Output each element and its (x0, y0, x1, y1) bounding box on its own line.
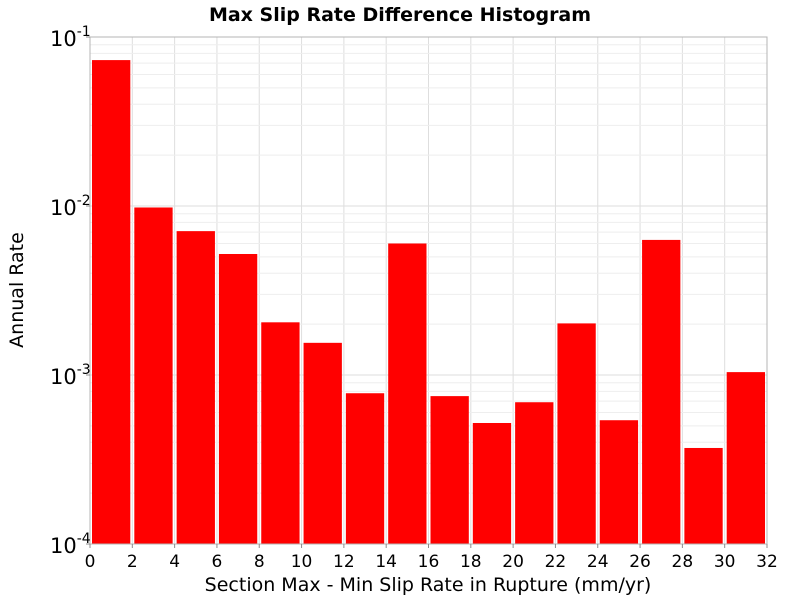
y-tick-label: 10-4 (50, 531, 91, 558)
histogram-bar-7 (388, 243, 427, 544)
x-tick-label: 12 (333, 552, 355, 572)
histogram-bar-6 (345, 393, 385, 544)
tick-layer: 0 2 4 6 8 10 12 14 16 18 20 22 24 26 28 30 3210-410-310-… (50, 24, 778, 572)
x-tick-label: 32 (756, 552, 778, 572)
x-tick-label: 2 (127, 552, 138, 572)
histogram-bar-3 (218, 253, 258, 545)
histogram-bar-5 (303, 342, 342, 544)
y-tick-label: 10-2 (50, 193, 91, 220)
x-tick-label: 26 (629, 552, 651, 572)
x-tick-label: 14 (375, 552, 397, 572)
histogram-bar-10 (515, 402, 554, 544)
histogram-bar-11 (557, 323, 596, 544)
x-tick-label: 18 (460, 552, 482, 572)
histogram-bar-1 (134, 207, 173, 544)
histogram-bar-9 (472, 422, 512, 544)
histogram-bar-15 (726, 372, 765, 544)
bar-layer (92, 60, 765, 545)
x-tick-label: 6 (212, 552, 223, 572)
x-axis-label: Section Max - Min Slip Rate in Rupture (… (205, 574, 652, 596)
chart-title: Max Slip Rate Difference Histogram (209, 4, 591, 26)
histogram-bar-2 (176, 231, 215, 545)
x-tick-label: 8 (254, 552, 265, 572)
y-tick-label: 10-1 (50, 24, 91, 51)
x-tick-label: 28 (672, 552, 694, 572)
histogram-bar-0 (92, 60, 131, 544)
histogram-bar-14 (684, 447, 723, 544)
x-tick-label: 22 (545, 552, 567, 572)
x-tick-label: 24 (587, 552, 609, 572)
x-tick-label: 0 (85, 552, 96, 572)
histogram-bar-8 (430, 396, 469, 544)
y-axis-label: Annual Rate (6, 232, 28, 348)
x-tick-label: 20 (502, 552, 524, 572)
histogram-bar-4 (261, 322, 300, 544)
x-tick-label: 16 (418, 552, 440, 572)
x-tick-label: 30 (714, 552, 736, 572)
x-tick-label: 4 (169, 552, 180, 572)
y-tick-label: 10-3 (50, 362, 91, 389)
histogram-bar-13 (642, 239, 681, 545)
histogram-bar-12 (599, 420, 639, 544)
x-tick-label: 10 (291, 552, 313, 572)
